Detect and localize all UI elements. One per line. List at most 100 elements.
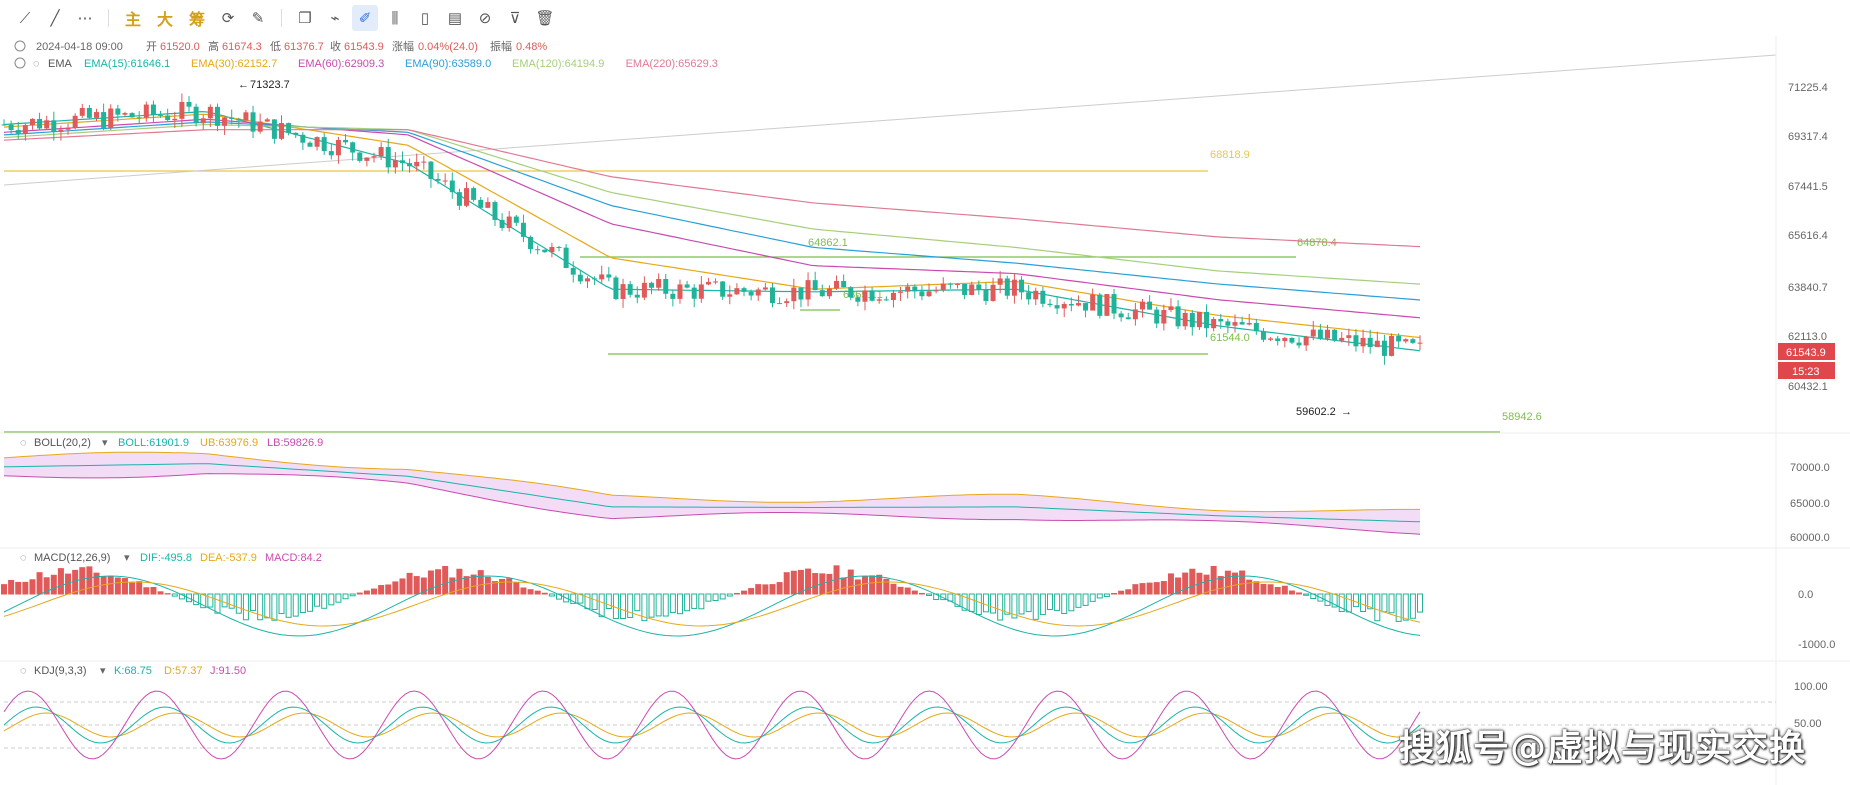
macd-bar (805, 568, 812, 595)
trend-line[interactable] (3, 54, 1777, 186)
candle-body (769, 287, 775, 304)
brush-icon[interactable]: ✐ (352, 5, 378, 31)
main-indicator-button[interactable]: 主 (124, 12, 141, 29)
candle-body (805, 280, 811, 300)
candle-body (912, 286, 918, 292)
boll-title: BOLL(20,2) (34, 437, 91, 449)
kdj-axis-tick: 100.00 (1794, 681, 1828, 693)
macd-bar (1374, 593, 1381, 622)
macd-bar (221, 593, 228, 608)
macd-bar (1217, 576, 1224, 595)
boll-lb: LB:59826.9 (267, 437, 323, 449)
candle-body (663, 278, 669, 294)
macd-bar (854, 579, 861, 595)
macd-bar (691, 593, 698, 609)
ema-line (3, 123, 1421, 285)
macd-bar (506, 578, 513, 595)
candle-body (378, 147, 384, 157)
macd-bar (591, 593, 598, 610)
macd-bar (1352, 593, 1359, 608)
magnet-icon[interactable]: ⊘ (478, 10, 492, 27)
candle-body (556, 246, 562, 248)
trash-icon[interactable]: 🗑 (535, 10, 555, 27)
filter-icon[interactable]: ⊽ (509, 10, 521, 27)
macd-bar (371, 588, 378, 595)
candle-body (1175, 306, 1181, 327)
candle-body (1260, 331, 1266, 340)
candle-body (1090, 294, 1096, 311)
candle-body (926, 291, 932, 297)
macd-bar (484, 576, 491, 595)
candle-body (947, 283, 953, 285)
toolbar-divider (281, 9, 282, 27)
macd-bar (1025, 593, 1032, 613)
candle-body (101, 112, 107, 128)
candle-body (670, 293, 676, 299)
candle-body (649, 282, 655, 288)
chip-indicator-button[interactable]: 筹 (188, 12, 205, 29)
more-icon[interactable]: ⋯ (77, 10, 93, 27)
macd-bar (1367, 593, 1374, 610)
candle-body (506, 216, 512, 229)
macd-bar (50, 574, 57, 595)
candle-body (1132, 309, 1138, 320)
candle-body (549, 246, 555, 253)
candle-body (250, 112, 256, 132)
macd-bar (975, 593, 982, 615)
macd-bar (363, 590, 370, 595)
candle-body (421, 161, 427, 163)
ema-label: EMA(120):64194.9 (512, 58, 604, 70)
candle-body (1296, 342, 1302, 346)
candle-body (1410, 339, 1416, 343)
macd-bar (1139, 583, 1146, 595)
candles-icon[interactable]: ⫼ (391, 9, 399, 27)
candle-body (798, 287, 804, 300)
kdj-dropdown-icon[interactable]: ▾ (100, 665, 106, 677)
info-amp-label: 振幅 (490, 39, 512, 53)
line-tool-icon[interactable]: ╱ (50, 10, 60, 27)
macd-bar (1388, 593, 1395, 614)
macd-bar (257, 593, 264, 621)
macd-bar (1253, 581, 1260, 595)
macd-bar (869, 575, 876, 595)
candle-body (1324, 329, 1330, 339)
macd-bar (107, 575, 114, 595)
candle-body (243, 112, 249, 121)
candle-body (684, 284, 690, 288)
macd-bar (1189, 568, 1196, 595)
candle-body (86, 107, 92, 118)
copy-icon[interactable]: ❐ (298, 10, 312, 27)
watermark: 搜狐号@虚拟与现实交换 (1398, 728, 1806, 769)
refresh-icon[interactable]: ⟳ (221, 10, 235, 27)
candle-body (592, 278, 598, 280)
note-icon[interactable]: ▤ (447, 10, 463, 27)
kdj-j: J:91.50 (210, 665, 246, 677)
candle-body (1303, 336, 1309, 346)
price-axis-tick: 69317.4 (1788, 131, 1828, 143)
candle-body (357, 152, 363, 161)
macd-bar (378, 585, 385, 595)
macd-bar (1409, 593, 1416, 619)
macd-bar (797, 569, 804, 595)
boll-upper-line (3, 451, 1420, 513)
pen-icon[interactable]: ✎ (251, 10, 265, 27)
candle-body (1239, 322, 1245, 325)
boll-mid-line (3, 463, 1421, 523)
candle-body (812, 280, 818, 291)
lock-icon[interactable]: ▯ (420, 10, 430, 27)
low-mark-arrow: → (1341, 406, 1352, 418)
candle-body (1168, 306, 1174, 311)
candle-body (705, 281, 711, 285)
macd-bar (748, 588, 755, 595)
boll-dropdown-icon[interactable]: ▾ (102, 437, 108, 449)
macd-bar (242, 593, 249, 621)
trend-line-icon[interactable]: ⟋ (19, 9, 31, 27)
candle-body (1040, 290, 1046, 304)
large-indicator-button[interactable]: 大 (156, 12, 173, 29)
macd-bar (342, 593, 349, 600)
ruler-icon[interactable]: ⌁ (330, 10, 340, 27)
ema-bell-icon: ◌ (33, 58, 40, 70)
macd-dropdown-icon[interactable]: ▾ (124, 552, 130, 564)
candle-body (271, 119, 277, 139)
